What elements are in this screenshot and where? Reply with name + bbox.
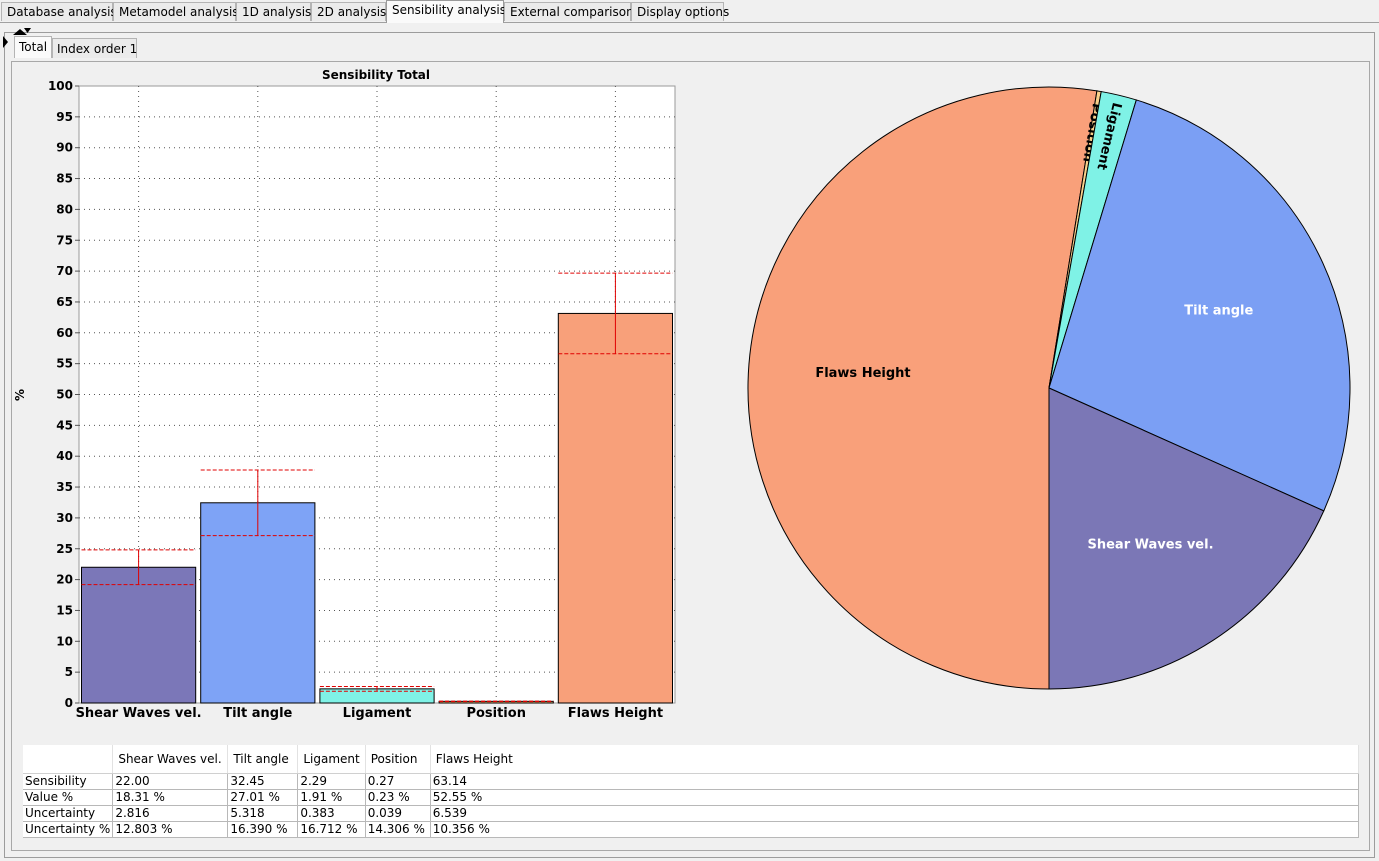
table-cell[interactable]: 0.383 bbox=[297, 805, 366, 822]
y-tick-label: 45 bbox=[56, 418, 73, 432]
table-cell[interactable]: 16.390 % bbox=[227, 821, 299, 838]
tab-database-analysis[interactable]: Database analysis bbox=[1, 2, 117, 21]
table-cell[interactable]: 63.14 bbox=[430, 773, 1360, 790]
table-header-cell[interactable]: Position bbox=[365, 745, 431, 774]
table-cell[interactable]: 10.356 % bbox=[430, 821, 1360, 838]
y-tick-label: 95 bbox=[56, 110, 73, 124]
collapse-arrows[interactable] bbox=[0, 24, 40, 54]
y-tick-label: 75 bbox=[56, 233, 73, 247]
y-tick-label: 60 bbox=[56, 326, 73, 340]
y-tick-label: 5 bbox=[65, 665, 73, 679]
sensibility-table: Shear Waves vel. Tilt angle Ligament Pos… bbox=[23, 745, 1360, 838]
table-cell[interactable]: 1.91 % bbox=[297, 789, 366, 806]
y-tick-label: 25 bbox=[56, 542, 73, 556]
y-tick-label: 85 bbox=[56, 172, 73, 186]
y-tick-label: 30 bbox=[56, 511, 73, 525]
x-tick-label: Position bbox=[466, 706, 526, 721]
table-cell[interactable]: 52.55 % bbox=[430, 789, 1360, 806]
table-cell[interactable]: 32.45 bbox=[227, 773, 299, 790]
x-tick-label: Ligament bbox=[343, 706, 412, 721]
table-header-cell[interactable]: Ligament bbox=[297, 745, 366, 774]
x-tick-label: Shear Waves vel. bbox=[76, 706, 202, 721]
y-tick-label: 55 bbox=[56, 357, 73, 371]
y-tick-label: 15 bbox=[56, 603, 73, 617]
table-header-cell[interactable]: Tilt angle bbox=[227, 745, 299, 774]
row-label: Uncertainty % bbox=[23, 821, 114, 838]
table-cell[interactable]: 22.00 bbox=[112, 773, 229, 790]
table-cell[interactable]: 0.27 bbox=[365, 773, 431, 790]
tab-2d-analysis[interactable]: 2D analysis bbox=[311, 2, 386, 21]
tab-sensibility-analysis[interactable]: Sensibility analysis bbox=[386, 0, 506, 23]
row-label: Uncertainty bbox=[23, 805, 114, 822]
arrow-up-icon bbox=[13, 29, 27, 35]
tab-metamodel-analysis[interactable]: Metamodel analysis bbox=[113, 2, 239, 21]
table-cell[interactable]: 0.039 bbox=[365, 805, 431, 822]
subtab-total[interactable]: Total bbox=[14, 36, 52, 58]
x-tick-label: Flaws Height bbox=[568, 706, 663, 721]
bar bbox=[557, 312, 673, 704]
y-tick-label: 70 bbox=[56, 264, 73, 278]
pie-slice bbox=[1048, 99, 1351, 512]
pie-slice-label: Flaws Height bbox=[815, 366, 910, 381]
bar bbox=[81, 566, 197, 704]
y-tick-label: 0 bbox=[65, 696, 73, 710]
y-tick-label: 80 bbox=[56, 202, 73, 216]
x-tick-label: Tilt angle bbox=[223, 706, 292, 721]
table-header-cell[interactable]: Flaws Height bbox=[430, 745, 1360, 774]
pie-slice bbox=[1048, 387, 1325, 690]
row-label: Sensibility bbox=[23, 773, 114, 790]
table-row: Sensibility 22.00 32.45 2.29 0.27 63.14 bbox=[23, 773, 1360, 790]
table-cell[interactable]: 2.29 bbox=[297, 773, 366, 790]
tab-1d-analysis[interactable]: 1D analysis bbox=[236, 2, 311, 21]
table-header-row: Shear Waves vel. Tilt angle Ligament Pos… bbox=[23, 745, 1360, 774]
table-cell[interactable]: 2.816 bbox=[112, 805, 229, 822]
y-tick-label: 100 bbox=[48, 79, 73, 93]
y-axis-label: % bbox=[13, 389, 27, 401]
main-tab-bar: Database analysis Metamodel analysis 1D … bbox=[0, 0, 1379, 23]
pie-slice bbox=[747, 86, 1098, 690]
tab-display-options[interactable]: Display options bbox=[631, 2, 729, 21]
subtab-index-order-1[interactable]: Index order 1 bbox=[52, 38, 137, 58]
y-tick-label: 90 bbox=[56, 141, 73, 155]
table-cell[interactable]: 16.712 % bbox=[297, 821, 366, 838]
table-header-cell[interactable]: Shear Waves vel. bbox=[112, 745, 229, 774]
bar-plot-area: 0 5 10 15 20 25 30 35 40 45 50 55 60 65 70 75 80 85 90 95 10… bbox=[48, 79, 676, 721]
table-row: Uncertainty 2.816 5.318 0.383 0.039 6.53… bbox=[23, 805, 1360, 822]
table-cell[interactable]: 12.803 % bbox=[112, 821, 229, 838]
table-header-cell[interactable] bbox=[23, 745, 114, 774]
chart-title: Sensibility Total bbox=[322, 68, 430, 82]
table-cell[interactable]: 18.31 % bbox=[112, 789, 229, 806]
pie-slice-label: Tilt angle bbox=[1184, 304, 1253, 319]
table-cell[interactable]: 27.01 % bbox=[227, 789, 299, 806]
y-tick-label: 20 bbox=[56, 573, 73, 587]
arrow-down-icon bbox=[24, 28, 31, 33]
table-row: Uncertainty % 12.803 % 16.390 % 16.712 %… bbox=[23, 821, 1360, 838]
table-cell[interactable]: 14.306 % bbox=[365, 821, 431, 838]
y-tick-label: 50 bbox=[56, 388, 73, 402]
y-tick-label: 65 bbox=[56, 295, 73, 309]
table-cell[interactable]: 5.318 bbox=[227, 805, 299, 822]
tab-external-comparison[interactable]: External comparison bbox=[504, 2, 634, 21]
row-label: Value % bbox=[23, 789, 114, 806]
y-tick-label: 40 bbox=[56, 449, 73, 463]
bar bbox=[200, 502, 316, 704]
table-cell[interactable]: 0.23 % bbox=[365, 789, 431, 806]
pie-slice-label: Shear Waves vel. bbox=[1087, 538, 1213, 553]
y-tick-label: 35 bbox=[56, 480, 73, 494]
y-tick-label: 10 bbox=[56, 634, 73, 648]
bar-chart-sensibility-total: Sensibility Total % 0 5 10 15 20 25 30 35 40 45 50… bbox=[13, 68, 676, 721]
arrow-right-icon bbox=[3, 36, 8, 48]
table-cell[interactable]: 6.539 bbox=[430, 805, 1360, 822]
table-row: Value % 18.31 % 27.01 % 1.91 % 0.23 % 52… bbox=[23, 789, 1360, 806]
